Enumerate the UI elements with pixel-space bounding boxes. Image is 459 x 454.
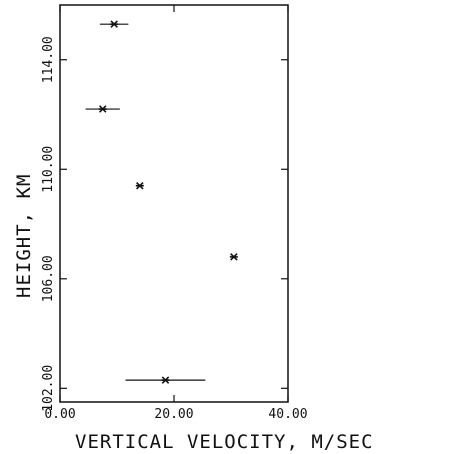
x-axis-ticks: 0.00 20.00 40.00 (44, 5, 308, 422)
y-tick-label: 106.00 (41, 255, 56, 302)
plot-frame (59, 4, 289, 403)
x-axis-label: VERTICAL VELOCITY, M/SEC (75, 431, 374, 453)
y-axis-label: HEIGHT, KM (13, 174, 35, 298)
y-tick-label: 102.00 (41, 365, 56, 412)
data-point (161, 376, 170, 384)
x-tick-label: 20.00 (154, 407, 193, 422)
x-tick-label: 0.00 (44, 407, 75, 422)
data-point (229, 253, 238, 261)
data-point (135, 181, 144, 190)
x-tick-label: 40.00 (268, 407, 307, 422)
y-axis-ticks: 102.00 106.00 110.00 114.00 (41, 36, 288, 412)
y-tick-label: 110.00 (41, 146, 56, 193)
data-points (85, 20, 238, 384)
data-point (98, 105, 107, 113)
y-tick-label: 114.00 (41, 36, 56, 83)
data-point (110, 20, 119, 28)
